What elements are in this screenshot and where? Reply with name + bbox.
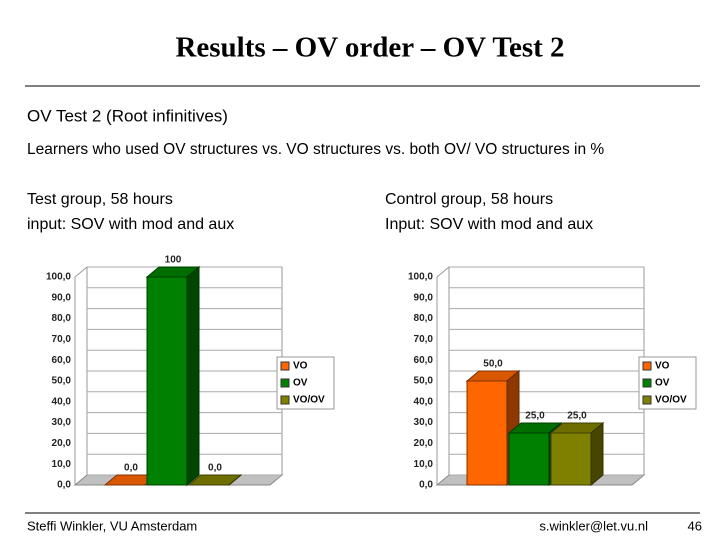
legend-label: VO/OV [293,395,325,406]
legend-label: VO [655,361,670,372]
slide-title: Results – OV order – OV Test 2 [175,32,564,64]
legend-swatch [642,378,652,388]
y-tick-label: 80,0 [414,313,434,324]
side-wall [74,266,88,278]
y-tick-label: 0,0 [57,480,71,491]
y-tick-label: 30,0 [414,417,434,428]
footer-email: s.winkler@let.vu.nl [539,518,648,533]
legend-label: OV [293,378,308,389]
y-tick-label: 70,0 [52,334,72,345]
y-tick-label: 40,0 [52,396,72,407]
chart-title: Test group, 58 hours [27,191,173,208]
legend-swatch [280,378,290,388]
chart-subtitle: Input: SOV with mod and aux [385,216,593,233]
y-tick-label: 0,0 [419,480,433,491]
y-tick-label: 10,0 [52,459,72,470]
legend-label: OV [655,378,670,389]
y-tick-label: 30,0 [52,417,72,428]
legend-swatch [280,395,290,405]
y-tick-label: 90,0 [414,292,434,303]
y-tick-label: 80,0 [52,313,72,324]
bar-side [186,265,200,487]
y-tick-label: 40,0 [414,396,434,407]
legend-label: VO [293,361,308,372]
y-tick-label: 100,0 [408,272,433,283]
y-tick-label: 20,0 [414,438,434,449]
bar [466,380,508,486]
page-number: 46 [688,518,702,533]
y-tick-label: 50,0 [52,376,72,387]
value-label: 25,0 [567,411,587,422]
bar-side [228,474,242,486]
value-label: 0,0 [124,463,138,474]
legend-swatch [280,361,290,371]
value-label: 0,0 [208,463,222,474]
heading: OV Test 2 (Root infinitives) [27,106,228,125]
y-tick-label: 100,0 [46,272,71,283]
value-label: 100 [165,255,182,266]
y-tick-label: 50,0 [414,376,434,387]
y-tick-label: 10,0 [414,459,434,470]
side-wall [436,266,450,278]
description: Learners who used OV structures vs. VO s… [27,141,604,158]
value-label: 25,0 [525,411,545,422]
bar-side [590,421,604,487]
legend-swatch [642,361,652,371]
y-tick-label: 90,0 [52,292,72,303]
y-tick-label: 70,0 [414,334,434,345]
legend-swatch [642,395,652,405]
y-tick-label: 60,0 [52,355,72,366]
value-label: 50,0 [483,359,503,370]
chart-title: Control group, 58 hours [385,191,553,208]
y-tick-label: 60,0 [414,355,434,366]
bar [508,432,550,486]
bar [550,432,592,486]
legend-label: VO/OV [655,395,687,406]
chart-subtitle: input: SOV with mod and aux [27,216,234,233]
bar [146,276,188,486]
y-tick-label: 20,0 [52,438,72,449]
footer-author: Steffi Winkler, VU Amsterdam [27,518,197,533]
